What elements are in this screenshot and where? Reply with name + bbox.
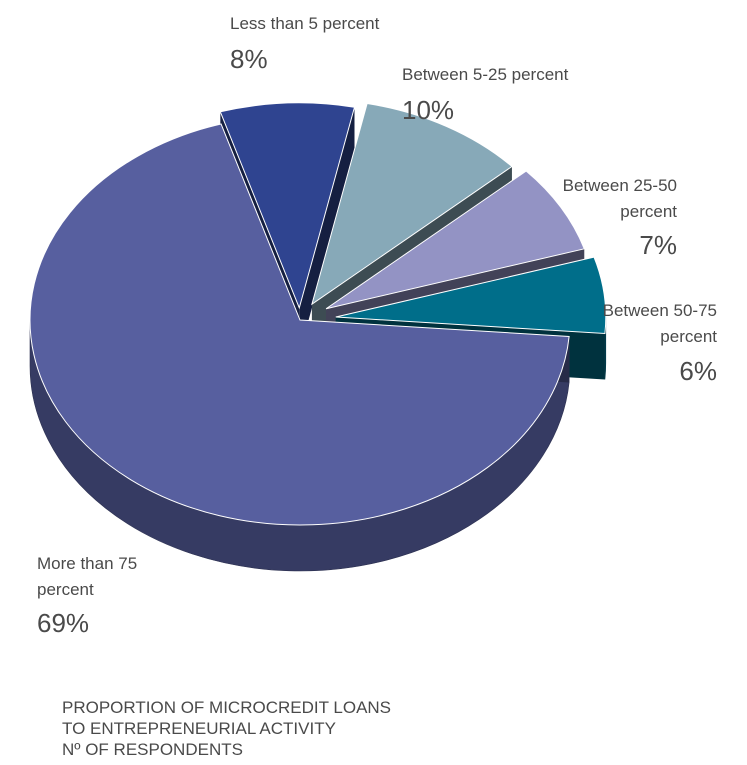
pie-tops	[29, 102, 607, 526]
slice-label-50-75-line2: percent	[660, 327, 717, 346]
chart-caption: PROPORTION OF MICROCREDIT LOANS TO ENTRE…	[62, 697, 391, 760]
caption-line-3: Nº OF RESPONDENTS	[62, 740, 243, 759]
slice-value-more-than-75: 69%	[37, 608, 90, 638]
slice-value-50-75: 6%	[679, 356, 717, 386]
slice-label-50-75: Between 50-75	[602, 301, 717, 320]
caption-line-2: TO ENTREPRENEURIAL ACTIVITY	[62, 719, 336, 738]
pie-slice-3	[335, 256, 607, 335]
slice-value-less-than-5: 8%	[230, 44, 268, 74]
pie-slice-1	[311, 102, 513, 306]
pie-slice-4	[29, 123, 570, 526]
slice-value-5-25: 10%	[402, 95, 455, 125]
slice-label-more-than-75-line2: percent	[37, 580, 94, 599]
slice-label-more-than-75: More than 75	[37, 554, 138, 573]
slice-label-less-than-5: Less than 5 percent	[230, 14, 380, 33]
caption-line-1: PROPORTION OF MICROCREDIT LOANS	[62, 698, 392, 717]
slice-label-5-25: Between 5-25 percent	[402, 65, 569, 84]
pie-slice-2	[325, 170, 585, 310]
pie-slice-0	[219, 102, 356, 310]
slice-label-25-50-line2: percent	[620, 202, 677, 221]
slice-label-25-50: Between 25-50	[562, 176, 677, 195]
pie-slice-edge-0-1	[299, 107, 355, 354]
slice-value-25-50: 7%	[639, 230, 677, 260]
